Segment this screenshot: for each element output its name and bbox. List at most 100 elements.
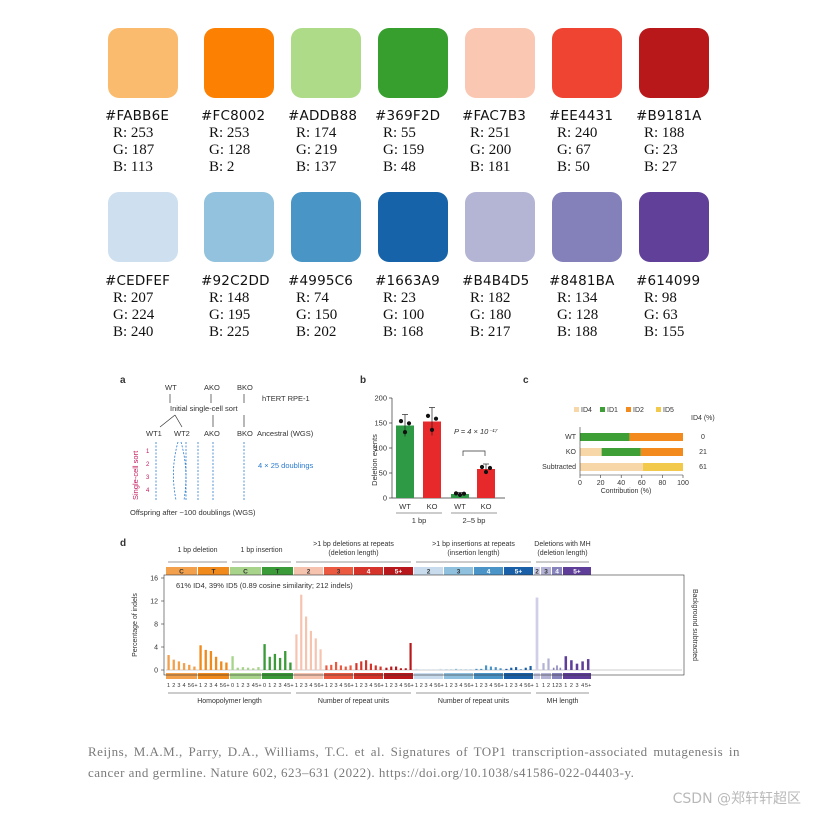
d-category-footer [384, 673, 413, 679]
panel-c-label: c [523, 375, 529, 386]
swatch-hex: #369F2D [375, 108, 441, 124]
d-group-header: (deletion length) [328, 550, 378, 557]
panel-c: c ID4 ID1 ID2 ID5 ID4 (%) WT 0 KO 21 Subtracted… [523, 375, 715, 495]
panel-b-pvalue: P = 4 × 10⁻¹⁷ [454, 427, 498, 436]
d-category-block [354, 567, 383, 575]
d-group-header: 1 bp insertion [240, 547, 282, 554]
d-category-block-label: 3 [337, 569, 341, 576]
d-group-header: (insertion length) [447, 550, 499, 557]
color-palette: #FABB6E R: 253 G: 187 B: 113 #FC8002 R: 253 G:… [0, 0, 813, 370]
panel-b-xlabels: WT KO WT KO1 bp 2–5 bp [396, 502, 497, 525]
d-bar [586, 659, 590, 670]
d-tick-label: 6+ [407, 683, 413, 689]
d-bar [263, 644, 266, 670]
d-bar [420, 669, 423, 670]
panel-c-id4-header: ID4 (%) [691, 415, 715, 422]
c-bar-segment [580, 463, 643, 471]
d-bar [464, 669, 467, 670]
d-bar [519, 669, 523, 670]
d-category-block-label: 4 [487, 569, 491, 576]
d-category-footer [324, 673, 353, 679]
d-bar [364, 660, 368, 670]
d-bar [570, 660, 573, 670]
swatch-b-value: B: 155 [644, 324, 685, 340]
d-tick-label: 5+ [287, 683, 293, 689]
citation: Reijns, M.A.M., Parry, D.A., Williams, T… [88, 744, 740, 780]
d-bar [339, 665, 343, 670]
swatch-b-value: B: 202 [296, 324, 337, 340]
d-bar [199, 645, 202, 670]
swatch-r-value: R: 55 [383, 125, 416, 141]
b-data-point [433, 416, 439, 421]
c-id4-value: 61 [699, 464, 707, 471]
d-tick-label: 3 [425, 683, 428, 689]
swatch-g-value: G: 180 [470, 307, 512, 323]
d-bar [439, 668, 442, 670]
d-bar [559, 667, 562, 670]
swatch-b-value: B: 137 [296, 159, 337, 175]
swatch-r-value: R: 240 [557, 125, 598, 141]
swatch-info: #EE4431 R: 240 G: 67 B: 50 [549, 108, 649, 176]
d-category-footer [534, 673, 540, 679]
d-tick-label: 5 [220, 683, 223, 689]
d-category-block-label: 5+ [515, 569, 523, 576]
d-group-header: (deletion length) [537, 550, 587, 557]
panel-d-annotation: 61% ID4, 39% ID5 (0.89 cosine similarity… [176, 581, 353, 590]
c-xtick-label: 60 [638, 480, 646, 487]
swatch-hex: #FAC7B3 [462, 108, 527, 124]
d-tick-label: 4 [429, 683, 432, 689]
d-bar [535, 597, 539, 670]
d-tick-label: 4 [519, 683, 522, 689]
d-bar [188, 664, 191, 670]
swatch-g-value: G: 128 [209, 142, 251, 158]
d-tick-label: 5 [188, 683, 191, 689]
d-category-footer [563, 673, 591, 679]
d-tick-label: 1 [445, 683, 448, 689]
b-group-label: 1 bp [412, 516, 427, 525]
d-tick-label: 5+ [255, 683, 261, 689]
c-bar-segment [580, 433, 630, 441]
d-tick-label: 2 [480, 683, 483, 689]
d-category-block [230, 567, 261, 575]
d-bar [556, 665, 558, 670]
label-initial-sort: Initial single-cell sort [170, 404, 238, 413]
d-ytick-label: 12 [150, 599, 158, 606]
d-ytick-label: 4 [154, 645, 158, 652]
swatch-r-value: R: 74 [296, 290, 329, 306]
d-bar [394, 666, 398, 670]
swatch-info: #4995C6 R: 74 G: 150 B: 202 [288, 273, 388, 341]
d-bar [575, 663, 579, 670]
d-tick-label: 2 [241, 683, 244, 689]
d-tick-label: 6+ [223, 683, 229, 689]
d-group-header: >1 bp deletions at repeats [313, 541, 394, 548]
d-bar [581, 661, 584, 670]
b-xtick-label: WT [399, 502, 411, 511]
d-tick-label: 3 [365, 683, 368, 689]
d-category-footer [414, 673, 443, 679]
d-category-footer [166, 673, 197, 679]
b-bar [396, 425, 414, 498]
d-bar [193, 666, 196, 670]
d-bar [480, 668, 483, 670]
d-category-block-label: 5+ [395, 569, 403, 576]
swatch-hex: #B4B4D5 [462, 273, 530, 289]
d-tick-label: 3 [305, 683, 308, 689]
d-bar [231, 656, 234, 670]
d-tick-label: 5 [464, 683, 467, 689]
d-tick-label: 3 [395, 683, 398, 689]
d-bar [369, 663, 373, 670]
d-tick-label: 2 [570, 683, 573, 689]
d-tick-label: 0 [263, 683, 266, 689]
d-tick-label: 1 [268, 683, 271, 689]
d-tick-label: 4 [339, 683, 342, 689]
d-tick-label: 3 [247, 683, 250, 689]
d-tick-label: 2 [555, 683, 558, 689]
d-bar [510, 667, 513, 670]
b-bar [477, 469, 495, 498]
d-bar [494, 667, 497, 670]
swatch-r-value: R: 23 [383, 290, 416, 306]
d-category-footer [294, 673, 323, 679]
d-category-footer [230, 673, 261, 679]
c-xtick-label: 20 [597, 480, 605, 487]
d-category-block [474, 567, 503, 575]
